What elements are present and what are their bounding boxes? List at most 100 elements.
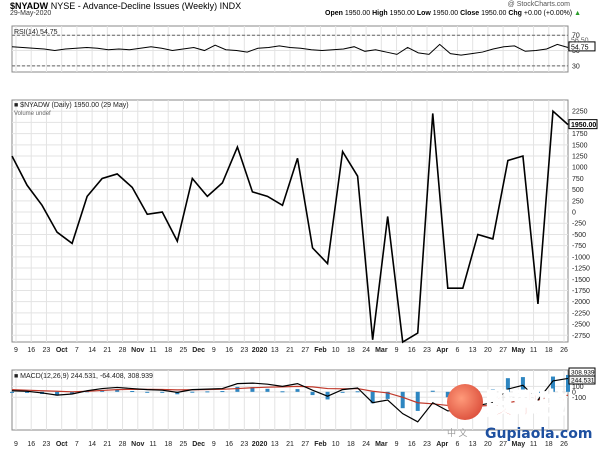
symbol-description: NYSE - Advance-Decline Issues (Weekly) — [50, 1, 218, 11]
macd-histogram-bar — [310, 391, 315, 396]
x-tick-label-bottom: 20 — [484, 441, 492, 448]
price-y-tick-label: -2500 — [572, 322, 590, 329]
x-tick-label-top: Dec — [192, 347, 205, 354]
rsi-y-tick-label: 50 — [572, 48, 580, 55]
macd-histogram-bar — [400, 391, 405, 409]
macd-histogram-bar — [355, 391, 360, 393]
x-tick-label-bottom: 27 — [301, 441, 309, 448]
watermark-chinese-text: 股票啦 — [484, 387, 567, 421]
x-tick-label-bottom: 25 — [180, 441, 188, 448]
x-tick-label-top: Nov — [131, 347, 144, 354]
x-tick-label-top: 10 — [332, 347, 340, 354]
x-tick-label-bottom: Dec — [192, 441, 205, 448]
index-tag: INDX — [219, 1, 242, 11]
price-y-tick-label: 750 — [572, 176, 584, 183]
macd-histogram-bar — [70, 391, 75, 394]
price-y-tick-label: 1750 — [572, 131, 588, 138]
x-tick-label-top: 27 — [499, 347, 507, 354]
macd-histogram-bar — [280, 391, 285, 393]
x-tick-label-top: May — [512, 347, 526, 354]
x-tick-label-top: 21 — [286, 347, 294, 354]
macd-histogram-bar — [145, 391, 150, 393]
up-triangle-icon: ▲ — [574, 10, 582, 17]
x-tick-label-bottom: 16 — [27, 441, 35, 448]
x-tick-label-bottom: 21 — [103, 441, 111, 448]
x-tick-label-top: 20 — [484, 347, 492, 354]
x-tick-label-bottom: 10 — [332, 441, 340, 448]
price-y-tick-label: 1000 — [572, 165, 588, 172]
macd-histogram-bar — [415, 391, 420, 411]
price-sublegend: Volume undef — [14, 111, 51, 117]
quote-value-close: 1950.00 — [479, 10, 509, 17]
symbol-label: $NYADW — [10, 1, 49, 11]
price-last-value-label: 1950.00 — [571, 122, 596, 129]
price-y-tick-label: -1500 — [572, 277, 590, 284]
x-tick-label-top: 26 — [560, 347, 568, 354]
x-tick-label-bottom: 13 — [469, 441, 477, 448]
quote-value-high: 1950.00 — [387, 10, 417, 17]
macd-histogram-bar — [520, 377, 525, 392]
watermark: 股票啦 中 文 Gupiaola.com — [445, 378, 595, 448]
x-tick-label-top: 6 — [455, 347, 459, 354]
price-y-tick-label: -1750 — [572, 288, 590, 295]
x-tick-label-bottom: Mar — [375, 441, 388, 448]
macd-histogram-bar — [265, 388, 270, 392]
price-y-tick-label: 1250 — [572, 154, 588, 161]
rsi-line — [11, 43, 569, 56]
x-tick-label-top: 9 — [395, 347, 399, 354]
x-tick-label-bottom: 18 — [545, 441, 553, 448]
quote-value-chg: +0.00 (+0.00%) — [521, 10, 575, 17]
x-tick-label-top: Oct — [56, 347, 68, 354]
macd-histogram-bar — [175, 391, 180, 395]
macd-histogram-bar — [25, 391, 30, 393]
x-tick-label-bottom: 28 — [119, 441, 127, 448]
macd-histogram-bar — [430, 390, 435, 392]
x-tick-label-top: Feb — [314, 347, 326, 354]
x-tick-label-bottom: 24 — [362, 441, 370, 448]
quote-label-low: Low — [416, 10, 431, 17]
x-tick-label-top: 2020 — [252, 347, 268, 354]
rsi-legend: RSI(14) 54.75 — [14, 29, 58, 36]
macd-last-value-label: 308.939 — [571, 370, 595, 377]
price-y-tick-label: -2750 — [572, 333, 590, 340]
macd-last-value-label: 244.531 — [571, 378, 595, 385]
x-tick-label-top: 11 — [530, 347, 537, 354]
macd-legend: ■ MACD(12,26,9) 244.531, -64.408, 308.93… — [14, 373, 153, 380]
x-tick-label-bottom: 23 — [423, 441, 431, 448]
x-tick-label-top: 16 — [408, 347, 416, 354]
price-y-tick-label: 2250 — [572, 109, 588, 116]
macd-histogram-bar — [220, 391, 225, 393]
rsi-y-tick-label: 70 — [572, 33, 580, 40]
x-tick-label-top: 18 — [164, 347, 172, 354]
macd-histogram-bar — [160, 391, 165, 393]
price-line — [11, 109, 569, 344]
quote-label-chg: Chg — [508, 10, 522, 17]
x-tick-label-bottom: 13 — [271, 441, 279, 448]
x-tick-label-bottom: 2020 — [252, 441, 268, 448]
quote-label-open: Open — [325, 10, 343, 17]
x-tick-label-top: 23 — [43, 347, 51, 354]
x-tick-label-bottom: 6 — [455, 441, 459, 448]
macd-y-tick-label: 0 — [572, 389, 576, 396]
macd-histogram-bar — [550, 376, 555, 392]
x-tick-label-bottom: 26 — [560, 441, 568, 448]
macd-y-tick-label: -100 — [572, 395, 586, 402]
quote-bar: Open 1950.00 High 1950.00 Low 1950.00 Cl… — [325, 10, 581, 17]
x-tick-label-bottom: 9 — [212, 441, 216, 448]
price-last-value-box — [568, 119, 598, 130]
quote-value-open: 1950.00 — [342, 10, 373, 17]
chart-date: 29-May-2020 — [10, 10, 52, 17]
x-tick-label-top: Apr — [436, 347, 448, 354]
chart-header: $NYADW NYSE - Advance-Decline Issues (We… — [0, 0, 600, 20]
x-tick-label-top: 27 — [301, 347, 309, 354]
x-tick-label-bottom: 21 — [286, 441, 294, 448]
macd-histogram-bar — [566, 374, 570, 392]
x-tick-label-top: 11 — [149, 347, 156, 354]
macd-histogram-bar — [190, 391, 195, 393]
x-tick-label-bottom: 11 — [149, 441, 156, 448]
x-tick-label-bottom: 27 — [499, 441, 507, 448]
watermark-small-text: 中 文 — [447, 428, 468, 438]
x-tick-label-top: 23 — [423, 347, 431, 354]
x-tick-label-top: 9 — [14, 347, 18, 354]
